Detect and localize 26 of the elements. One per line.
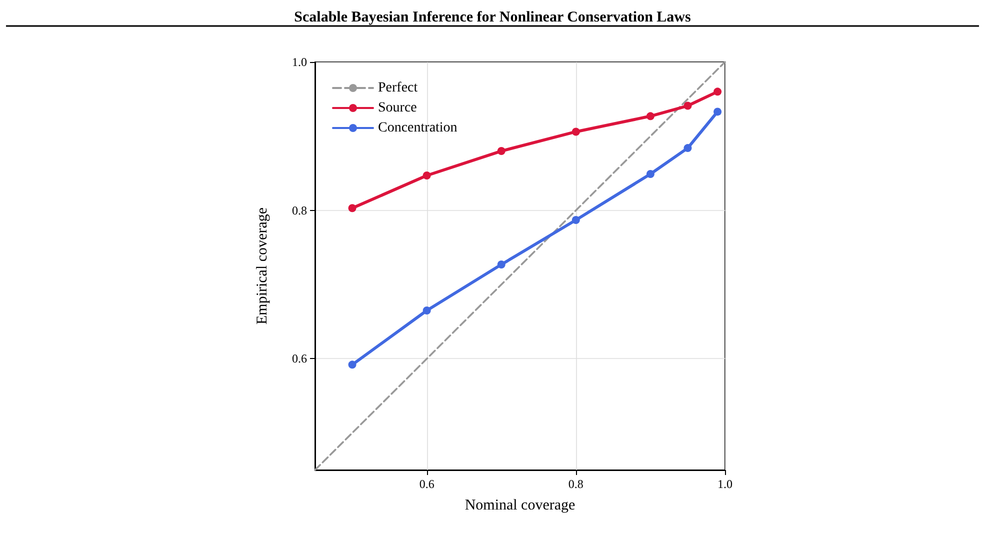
point (684, 102, 692, 110)
chart-title: Scalable Bayesian Inference for Nonlinear Conservation Laws (294, 10, 691, 26)
legend-label: Perfect (378, 80, 418, 96)
x-axis-title: Nominal coverage (464, 498, 576, 514)
point (714, 108, 722, 116)
point (714, 88, 722, 96)
point (348, 360, 356, 369)
point (646, 170, 654, 178)
point (422, 306, 431, 315)
point (422, 172, 431, 180)
point (348, 204, 356, 212)
legend-label: Concentration (378, 120, 458, 136)
point (572, 216, 580, 224)
point (497, 260, 506, 269)
point (646, 112, 654, 120)
x-tick-label: 1.0 (718, 477, 732, 491)
point (497, 147, 506, 156)
y-tick-label: 0.8 (292, 203, 307, 218)
y-tick-label: 0.6 (292, 352, 307, 366)
point (572, 128, 580, 136)
legend-label: Source (378, 100, 417, 116)
x-tick-label: 0.8 (568, 477, 584, 491)
y-axis-title: Empirical coverage (254, 207, 270, 325)
x-tick-label: 0.6 (419, 477, 434, 491)
point (684, 144, 692, 152)
y-tick-label: 1.0 (292, 55, 307, 69)
